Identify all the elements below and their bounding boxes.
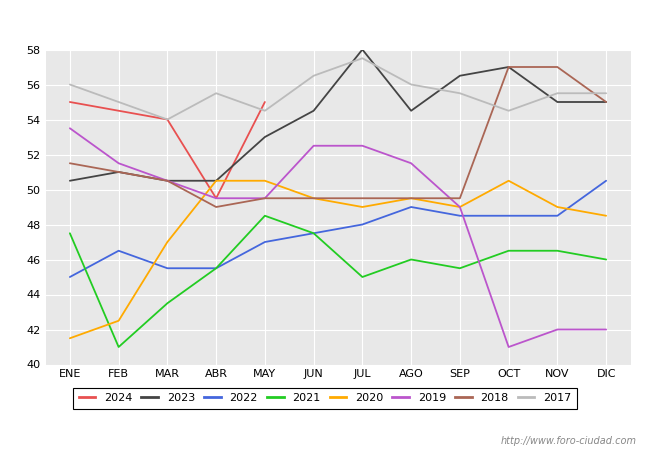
Text: http://www.foro-ciudad.com: http://www.foro-ciudad.com (501, 436, 637, 446)
Text: Afiliados en Querol a 31/5/2024: Afiliados en Querol a 31/5/2024 (194, 10, 456, 28)
Legend: 2024, 2023, 2022, 2021, 2020, 2019, 2018, 2017: 2024, 2023, 2022, 2021, 2020, 2019, 2018… (73, 388, 577, 409)
